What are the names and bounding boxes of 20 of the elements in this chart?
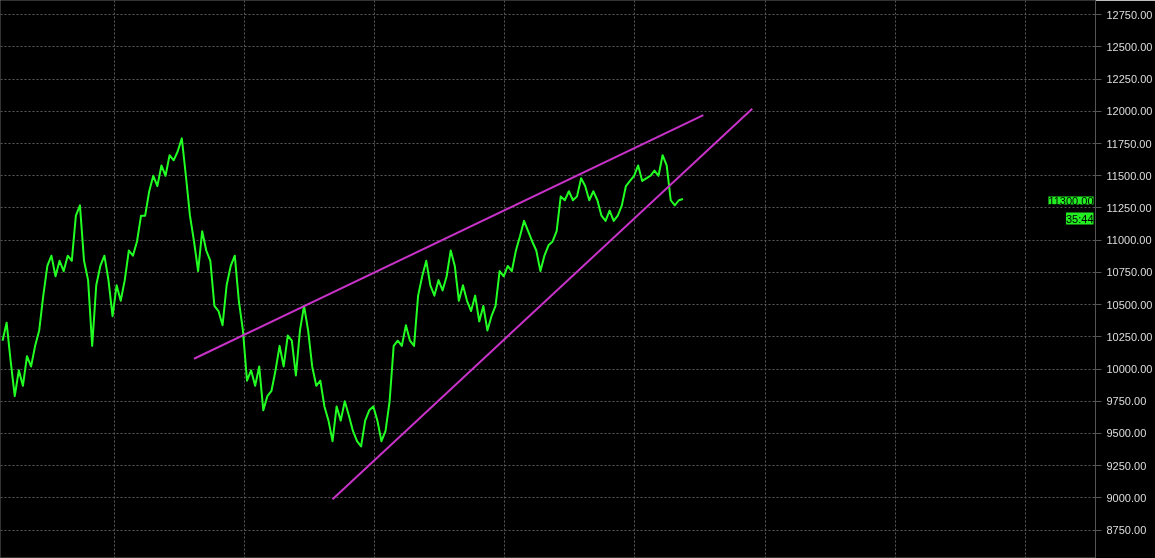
y-tick-label: 12500.00 — [1106, 40, 1153, 53]
y-tick-label: 9000.00 — [1106, 491, 1147, 504]
y-tick-label: 11250.00 — [1106, 201, 1152, 214]
y-tick-label: 9250.00 — [1106, 459, 1147, 472]
y-tick-label: 12000.00 — [1106, 105, 1153, 118]
y-tick-label: 12750.00 — [1106, 8, 1153, 21]
y-tick-label: 9500.00 — [1106, 427, 1147, 440]
line-series — [1, 137, 684, 448]
y-tick-label: 10250.00 — [1106, 330, 1153, 343]
y-tick-label: 12250.00 — [1106, 73, 1153, 86]
text: 11300.00 — [1048, 194, 1094, 207]
y-tick-label: 11750.00 — [1106, 137, 1152, 150]
y-tick-label: 9750.00 — [1106, 395, 1147, 408]
y-tick-label: 11500.00 — [1106, 169, 1152, 182]
y-tick-label: 10500.00 — [1106, 298, 1153, 311]
y-tick-label: 10000.00 — [1106, 363, 1153, 376]
y-tick-label: 8750.00 — [1106, 524, 1147, 537]
y-tick-label: 10750.00 — [1106, 266, 1153, 279]
y-tick-label: 11000.00 — [1106, 234, 1152, 247]
text: 35:44 — [1065, 212, 1094, 225]
